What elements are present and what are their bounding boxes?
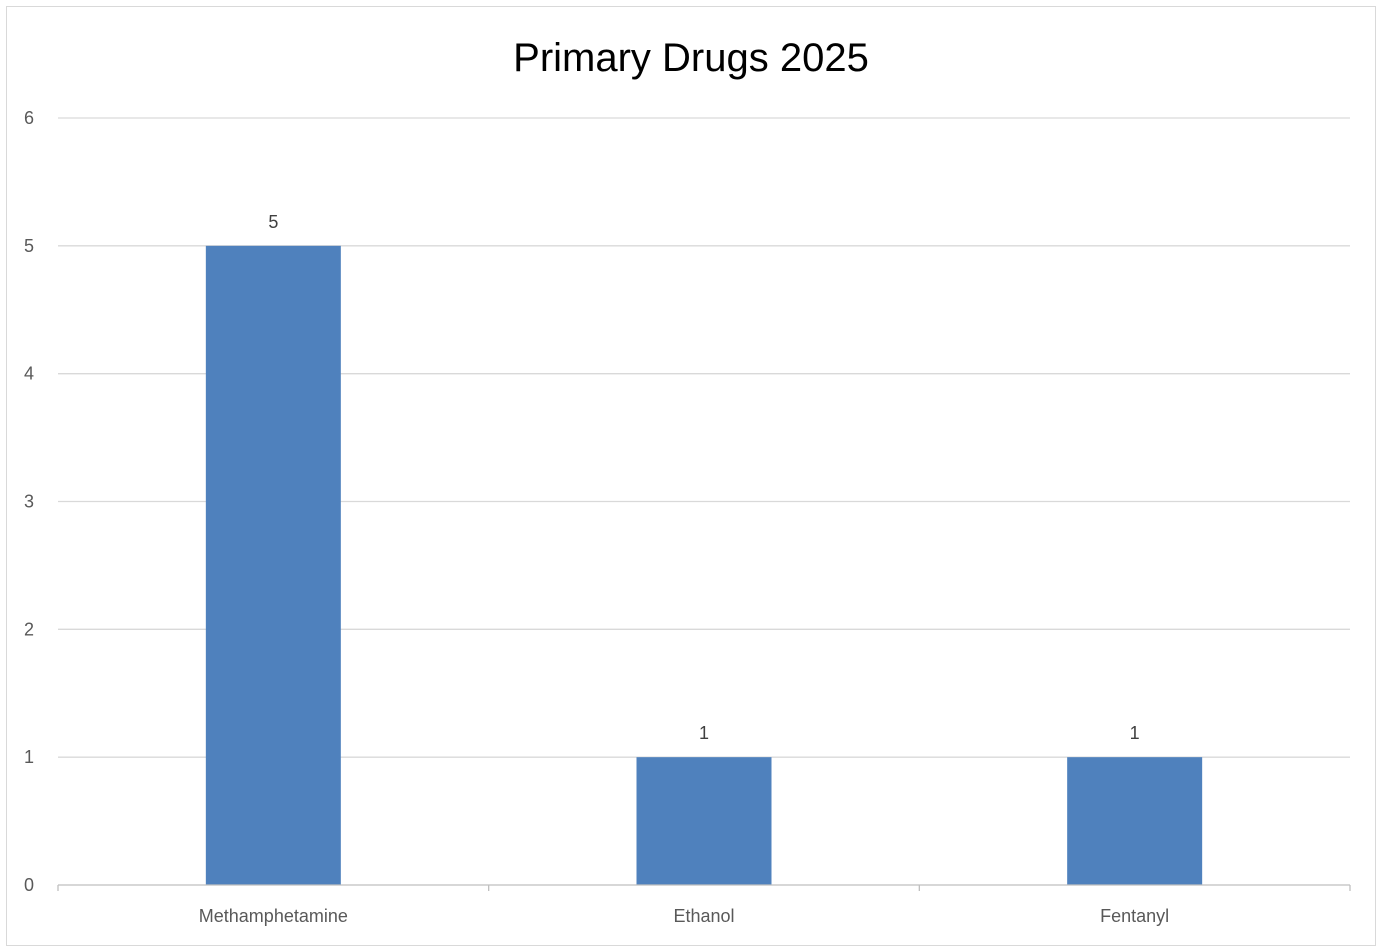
bars xyxy=(205,245,1203,886)
y-tick-label: 1 xyxy=(24,747,34,767)
y-tick-label: 2 xyxy=(24,619,34,639)
data-labels: 5 1 1 xyxy=(268,212,1139,743)
x-tick-label: Methamphetamine xyxy=(199,906,348,926)
y-tick-label: 6 xyxy=(24,108,34,128)
data-label: 5 xyxy=(268,212,278,232)
chart-title: Primary Drugs 2025 xyxy=(513,36,869,80)
y-tick-label: 3 xyxy=(24,492,34,512)
bar-fentanyl xyxy=(1067,757,1203,885)
y-tick-labels: 0 1 2 3 4 5 6 xyxy=(24,108,34,895)
x-tick-label: Ethanol xyxy=(673,906,734,926)
bar-methamphetamine xyxy=(205,245,341,886)
data-label: 1 xyxy=(699,723,709,743)
y-tick-label: 5 xyxy=(24,236,34,256)
y-tick-label: 0 xyxy=(24,875,34,895)
y-tick-label: 4 xyxy=(24,364,34,384)
bar-ethanol xyxy=(636,757,772,885)
x-tick-labels: Methamphetamine Ethanol Fentanyl xyxy=(199,906,1169,926)
x-tick-label: Fentanyl xyxy=(1100,906,1169,926)
x-axis xyxy=(57,884,1351,891)
data-label: 1 xyxy=(1130,723,1140,743)
